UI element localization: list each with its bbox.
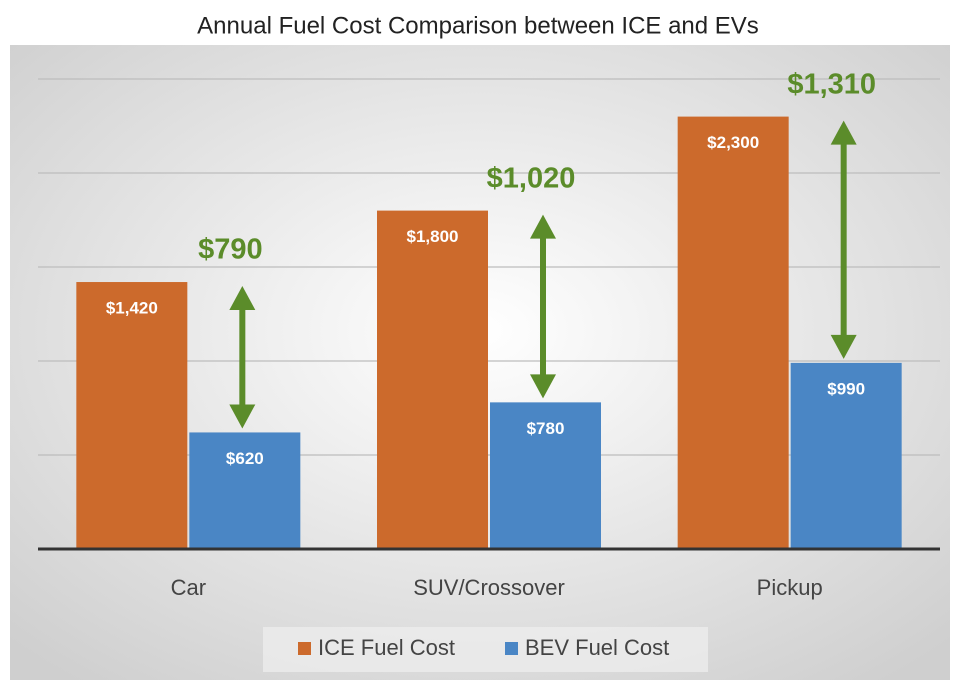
- data-label: $1,800: [407, 227, 459, 246]
- bar: [377, 210, 488, 549]
- data-label: $620: [226, 449, 264, 468]
- legend-background: [263, 627, 708, 672]
- difference-arrow-head: [530, 214, 556, 239]
- chart-title: Annual Fuel Cost Comparison between ICE …: [197, 12, 759, 39]
- x-tick-label: Pickup: [757, 575, 823, 600]
- x-tick-label: SUV/Crossover: [413, 575, 565, 600]
- difference-label: $790: [198, 234, 263, 266]
- data-label: $990: [827, 379, 865, 398]
- data-label: $780: [527, 419, 565, 438]
- data-label: $1,420: [106, 299, 158, 318]
- difference-arrow-head: [229, 286, 256, 311]
- legend-label: BEV Fuel Cost: [525, 635, 669, 660]
- bar: [76, 282, 188, 549]
- difference-label: $1,310: [787, 68, 876, 100]
- bar: [490, 402, 601, 549]
- legend-swatch: [505, 642, 518, 655]
- difference-arrow-head: [229, 404, 256, 429]
- difference-arrow-head: [530, 374, 556, 399]
- difference-arrow-head: [830, 334, 857, 359]
- bar: [189, 432, 301, 549]
- legend-label: ICE Fuel Cost: [318, 635, 455, 660]
- legend-swatch: [298, 642, 311, 655]
- difference-label: $1,020: [487, 162, 576, 194]
- x-tick-label: Car: [171, 575, 206, 600]
- bar: [790, 362, 902, 549]
- difference-arrow-head: [830, 120, 857, 145]
- data-label: $2,300: [707, 133, 759, 152]
- bar: [677, 116, 789, 549]
